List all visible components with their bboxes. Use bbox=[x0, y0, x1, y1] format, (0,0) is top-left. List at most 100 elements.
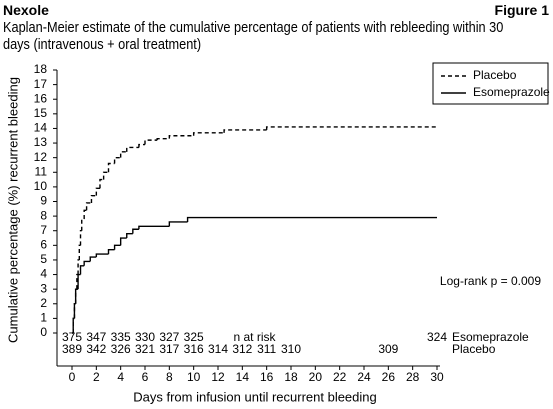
km-step bbox=[138, 143, 145, 148]
at-risk-count: 335 bbox=[111, 330, 131, 344]
km-step bbox=[107, 249, 115, 255]
at-risk-count: 321 bbox=[135, 342, 155, 356]
at-risk-count: 325 bbox=[184, 330, 204, 344]
y-tick-label: 2 bbox=[40, 296, 47, 310]
km-step bbox=[85, 202, 92, 211]
x-tick-label: 2 bbox=[93, 370, 100, 384]
x-tick-label: 14 bbox=[236, 370, 250, 384]
x-tick-label: 6 bbox=[142, 370, 149, 384]
km-step bbox=[77, 273, 81, 290]
chart-title: Kaplan-Meier estimate of the cumulative … bbox=[3, 19, 504, 53]
y-tick-label: 9 bbox=[40, 194, 47, 208]
x-tick-label: 28 bbox=[406, 370, 420, 384]
y-tick-label: 8 bbox=[40, 208, 47, 222]
y-tick-label: 3 bbox=[40, 281, 47, 295]
km-step bbox=[95, 253, 109, 258]
y-tick-label: 11 bbox=[35, 164, 48, 178]
at-risk-count: 314 bbox=[208, 342, 228, 356]
km-step bbox=[90, 194, 97, 203]
km-step bbox=[99, 178, 104, 189]
at-risk-count: 330 bbox=[135, 330, 155, 344]
km-step bbox=[83, 209, 87, 220]
x-tick-label: 26 bbox=[382, 370, 396, 384]
km-step bbox=[113, 156, 121, 164]
x-tick-label: 24 bbox=[357, 370, 371, 384]
km-step bbox=[223, 129, 267, 133]
km-step bbox=[265, 126, 437, 130]
x-tick-label: 12 bbox=[211, 370, 225, 384]
x-tick-label: 8 bbox=[166, 370, 173, 384]
km-step bbox=[156, 137, 170, 141]
km-step bbox=[74, 288, 79, 304]
legend-label: Esomeprazole bbox=[473, 85, 550, 99]
y-tick-label: 17 bbox=[34, 77, 48, 91]
x-tick-label: 30 bbox=[430, 370, 444, 384]
at-risk-row-label: Esomeprazole bbox=[452, 330, 529, 344]
km-step bbox=[73, 303, 76, 319]
y-tick-label: 15 bbox=[34, 106, 48, 120]
km-step bbox=[77, 259, 80, 275]
brand: Nexole bbox=[3, 2, 49, 18]
km-step bbox=[113, 244, 121, 250]
x-axis-label: Days from infusion until recurrent bleed… bbox=[133, 389, 377, 404]
x-tick-label: 4 bbox=[117, 370, 124, 384]
km-step bbox=[168, 221, 188, 227]
y-tick-label: 14 bbox=[34, 121, 48, 135]
legend-label: Placebo bbox=[473, 68, 517, 82]
at-risk-label: n at risk bbox=[233, 330, 276, 344]
y-tick-label: 6 bbox=[40, 238, 47, 252]
km-step bbox=[192, 132, 225, 136]
km-step bbox=[132, 228, 139, 234]
km-step bbox=[83, 260, 91, 266]
km-step bbox=[79, 265, 85, 275]
x-tick-label: 16 bbox=[260, 370, 274, 384]
km-step bbox=[144, 139, 158, 145]
at-risk-count: 309 bbox=[378, 342, 398, 356]
km-step bbox=[138, 225, 170, 230]
at-risk-count: 312 bbox=[232, 342, 252, 356]
y-tick-label: 16 bbox=[34, 91, 48, 105]
at-risk-count: 347 bbox=[86, 330, 106, 344]
km-step bbox=[126, 232, 133, 239]
x-tick-label: 0 bbox=[69, 370, 76, 384]
at-risk-count: 310 bbox=[281, 342, 301, 356]
y-tick-label: 18 bbox=[34, 62, 48, 76]
at-risk-count: 389 bbox=[62, 342, 82, 356]
y-tick-label: 13 bbox=[34, 135, 48, 149]
at-risk-count: 327 bbox=[159, 330, 179, 344]
y-tick-label: 10 bbox=[34, 179, 48, 193]
km-step bbox=[78, 244, 81, 260]
y-tick-label: 1 bbox=[40, 311, 47, 325]
km-step bbox=[95, 187, 100, 196]
legend-box bbox=[432, 62, 549, 105]
y-tick-label: 4 bbox=[40, 267, 47, 281]
at-risk-row-label: Placebo bbox=[452, 342, 496, 356]
at-risk-count: 311 bbox=[257, 342, 276, 356]
y-tick-label: 5 bbox=[40, 252, 47, 266]
y-tick-label: 7 bbox=[40, 223, 47, 237]
km-step bbox=[102, 171, 109, 180]
y-axis-label: Cumulative percentage (%) recurrent blee… bbox=[5, 77, 20, 343]
x-tick-label: 10 bbox=[187, 370, 201, 384]
km-step bbox=[168, 135, 194, 139]
at-risk-count: 375 bbox=[62, 330, 82, 344]
km-step bbox=[126, 146, 139, 152]
figure-label: Figure 1 bbox=[494, 2, 549, 18]
km-step bbox=[119, 237, 127, 246]
km-step bbox=[119, 151, 127, 158]
at-risk-count: 342 bbox=[86, 342, 106, 356]
km-step bbox=[81, 218, 85, 231]
x-tick-label: 22 bbox=[333, 370, 347, 384]
x-tick-label: 20 bbox=[309, 370, 323, 384]
at-risk-count: 317 bbox=[159, 342, 179, 356]
x-tick-label: 18 bbox=[284, 370, 298, 384]
annotation: Log-rank p = 0.009 bbox=[440, 274, 541, 288]
km-step bbox=[186, 216, 437, 222]
km-step bbox=[79, 230, 82, 246]
km-step bbox=[107, 162, 115, 173]
at-risk-count: 324 bbox=[427, 330, 447, 344]
km-step bbox=[72, 317, 75, 333]
y-tick-label: 0 bbox=[40, 325, 47, 339]
